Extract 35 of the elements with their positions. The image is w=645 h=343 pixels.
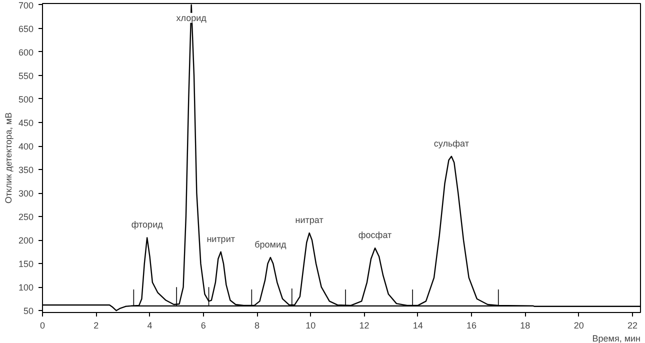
y-tick-label: 600 [18,47,34,58]
annotation: нитрит [206,234,235,244]
y-tick-label: 500 [18,94,34,104]
y-tick-label: 150 [18,259,34,270]
annotation: нитрат [295,215,324,226]
y-tick-label: 50 [23,306,34,316]
x-tick-label: 10 [306,320,316,330]
x-tick-label: 6 [200,320,206,330]
y-tick-label: 650 [18,24,34,34]
annotation: фосфат [358,230,392,240]
x-tick-label: 2 [94,320,99,330]
y-tick-label: 250 [18,212,34,222]
x-tick-label: 12 [359,320,370,330]
x-tick-label: 0 [40,320,46,330]
y-tick-label: 350 [18,165,34,176]
annotation: бромид [254,239,287,250]
x-tick-label: 16 [466,320,477,330]
x-tick-label: 8 [254,320,260,330]
y-tick-label: 200 [18,236,34,246]
x-axis-title: Время, мин [592,334,641,343]
y-tick-label: 300 [18,188,34,199]
x-tick-label: 14 [412,320,423,330]
x-tick-label: 22 [627,320,638,330]
annotation: сульфат [434,138,469,148]
y-axis-title: Отклик детектора, мВ [3,112,14,204]
x-tick-label: 4 [147,320,152,330]
y-tick-label: 100 [18,282,34,293]
y-tick-label: 450 [18,118,34,128]
y-tick-label: 550 [18,70,34,81]
annotation: фторид [131,220,164,230]
x-tick-label: 20 [574,320,584,330]
annotation: хлорид [176,12,208,23]
y-tick-label: 700 [18,0,34,10]
y-tick-label: 400 [18,142,34,152]
x-tick-label: 18 [520,320,530,330]
